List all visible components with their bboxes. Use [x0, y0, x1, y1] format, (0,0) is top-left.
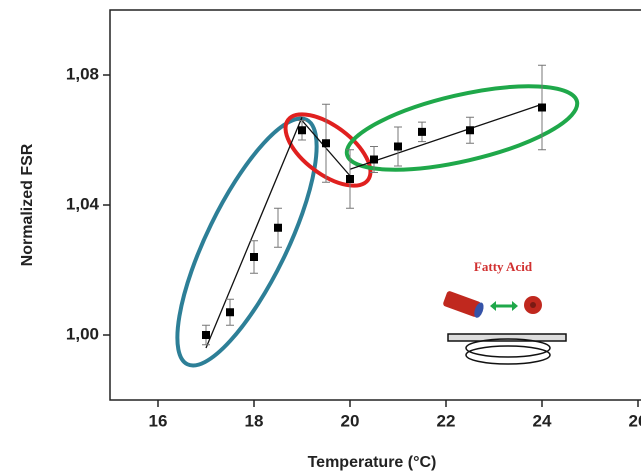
- data-point: [226, 308, 234, 317]
- x-tick-label: 22: [437, 411, 456, 430]
- fit-line: [349, 103, 543, 170]
- data-point: [418, 127, 426, 136]
- x-axis-label: Temperature (°C): [308, 454, 437, 471]
- fit-line: [205, 117, 303, 349]
- data-point: [346, 175, 354, 183]
- y-tick-label: 1,04: [66, 194, 100, 213]
- data-point: [370, 155, 378, 164]
- data-point: [322, 139, 330, 148]
- inset: Fatty Acid: [443, 259, 567, 365]
- data-point: [274, 223, 282, 232]
- ellipse-red: [283, 112, 373, 188]
- data-point: [394, 142, 402, 151]
- ellipse-green: [344, 84, 580, 172]
- y-tick-label: 1,08: [66, 64, 99, 83]
- y-tick-label: 1,00: [66, 324, 99, 343]
- data-point: [538, 103, 546, 112]
- x-tick-label: 26: [629, 411, 641, 430]
- x-tick-label: 18: [245, 411, 264, 430]
- data-point: [250, 253, 258, 261]
- x-tick-label: 24: [533, 411, 552, 430]
- ellipse-blue: [175, 116, 319, 368]
- data-point: [202, 331, 210, 339]
- inset-label: Fatty Acid: [474, 259, 533, 274]
- x-tick-label: 20: [341, 411, 360, 430]
- x-tick-label: 16: [149, 411, 168, 430]
- data-point: [466, 126, 474, 135]
- y-axis-label: Normalized FSR: [19, 143, 36, 266]
- data-point: [298, 126, 306, 135]
